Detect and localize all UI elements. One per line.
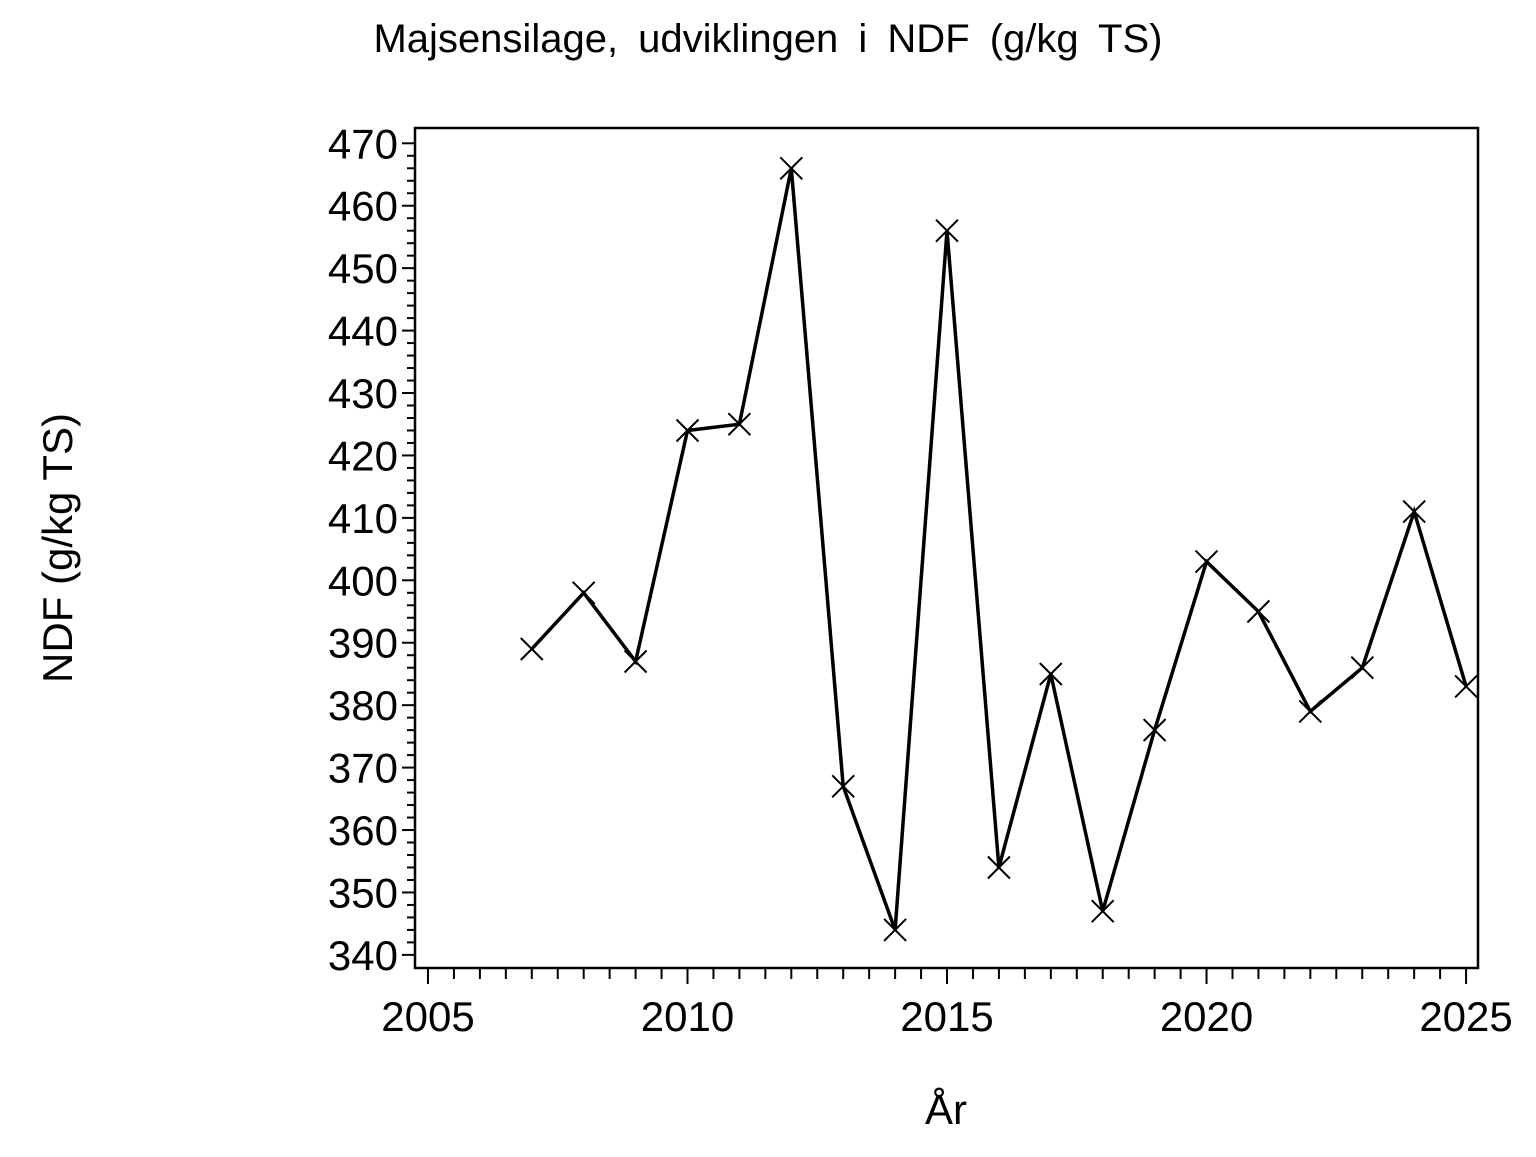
data-point-marker <box>1090 899 1115 923</box>
x-axis-ticks <box>426 968 1468 984</box>
y-tick-label: 430 <box>328 370 398 417</box>
data-point-marker <box>1142 718 1167 742</box>
data-point-marker <box>727 412 752 436</box>
x-tick-label: 2015 <box>900 993 993 1040</box>
data-point-marker <box>1454 674 1478 699</box>
y-axis-ticks <box>402 142 415 956</box>
data-point-marker <box>623 649 648 674</box>
y-tick-label: 440 <box>328 308 398 355</box>
y-tick-label: 450 <box>328 245 398 292</box>
y-axis-title: NDF (g/kg TS) <box>34 413 81 683</box>
data-point-marker <box>779 156 804 181</box>
y-tick-label: 390 <box>328 620 398 667</box>
data-point-marker <box>883 918 907 942</box>
data-point-marker <box>1350 655 1375 680</box>
x-tick-label: 2005 <box>381 993 474 1040</box>
data-point-marker <box>571 581 596 605</box>
y-tick-label: 380 <box>328 682 398 729</box>
data-point-marker <box>935 218 959 243</box>
x-tick-label: 2020 <box>1160 993 1253 1040</box>
y-tick-label: 400 <box>328 557 398 604</box>
x-tick-label: 2025 <box>1419 993 1512 1040</box>
y-tick-label: 360 <box>328 807 398 854</box>
data-series-line <box>530 167 1468 931</box>
chart-title: Majsensilage, udviklingen i NDF (g/kg TS… <box>373 17 1162 61</box>
data-point-marker <box>520 637 544 661</box>
y-tick-label: 350 <box>328 869 398 916</box>
data-point-marker <box>1402 499 1426 524</box>
x-axis-title: År <box>925 1086 967 1133</box>
data-point-marker <box>1039 662 1063 686</box>
x-tick-label: 2010 <box>641 993 734 1040</box>
data-point-markers <box>520 156 1478 942</box>
y-tick-label: 460 <box>328 183 398 230</box>
data-point-marker <box>831 774 855 799</box>
data-point-marker <box>675 418 700 443</box>
data-point-marker <box>987 855 1011 880</box>
y-tick-label: 470 <box>328 120 398 167</box>
y-tick-label: 370 <box>328 745 398 792</box>
x-axis-tick-labels: 2005 2010 2015 2020 2025 <box>381 993 1513 1040</box>
y-tick-label: 340 <box>328 932 398 979</box>
data-point-marker <box>1246 599 1271 624</box>
data-point-marker <box>1298 699 1323 724</box>
y-tick-label: 410 <box>328 495 398 542</box>
y-axis-tick-labels: 340 350 360 370 380 390 400 410 420 430 440 450 460 4… <box>328 120 398 979</box>
y-tick-label: 420 <box>328 432 398 479</box>
data-point-marker <box>1194 549 1219 574</box>
